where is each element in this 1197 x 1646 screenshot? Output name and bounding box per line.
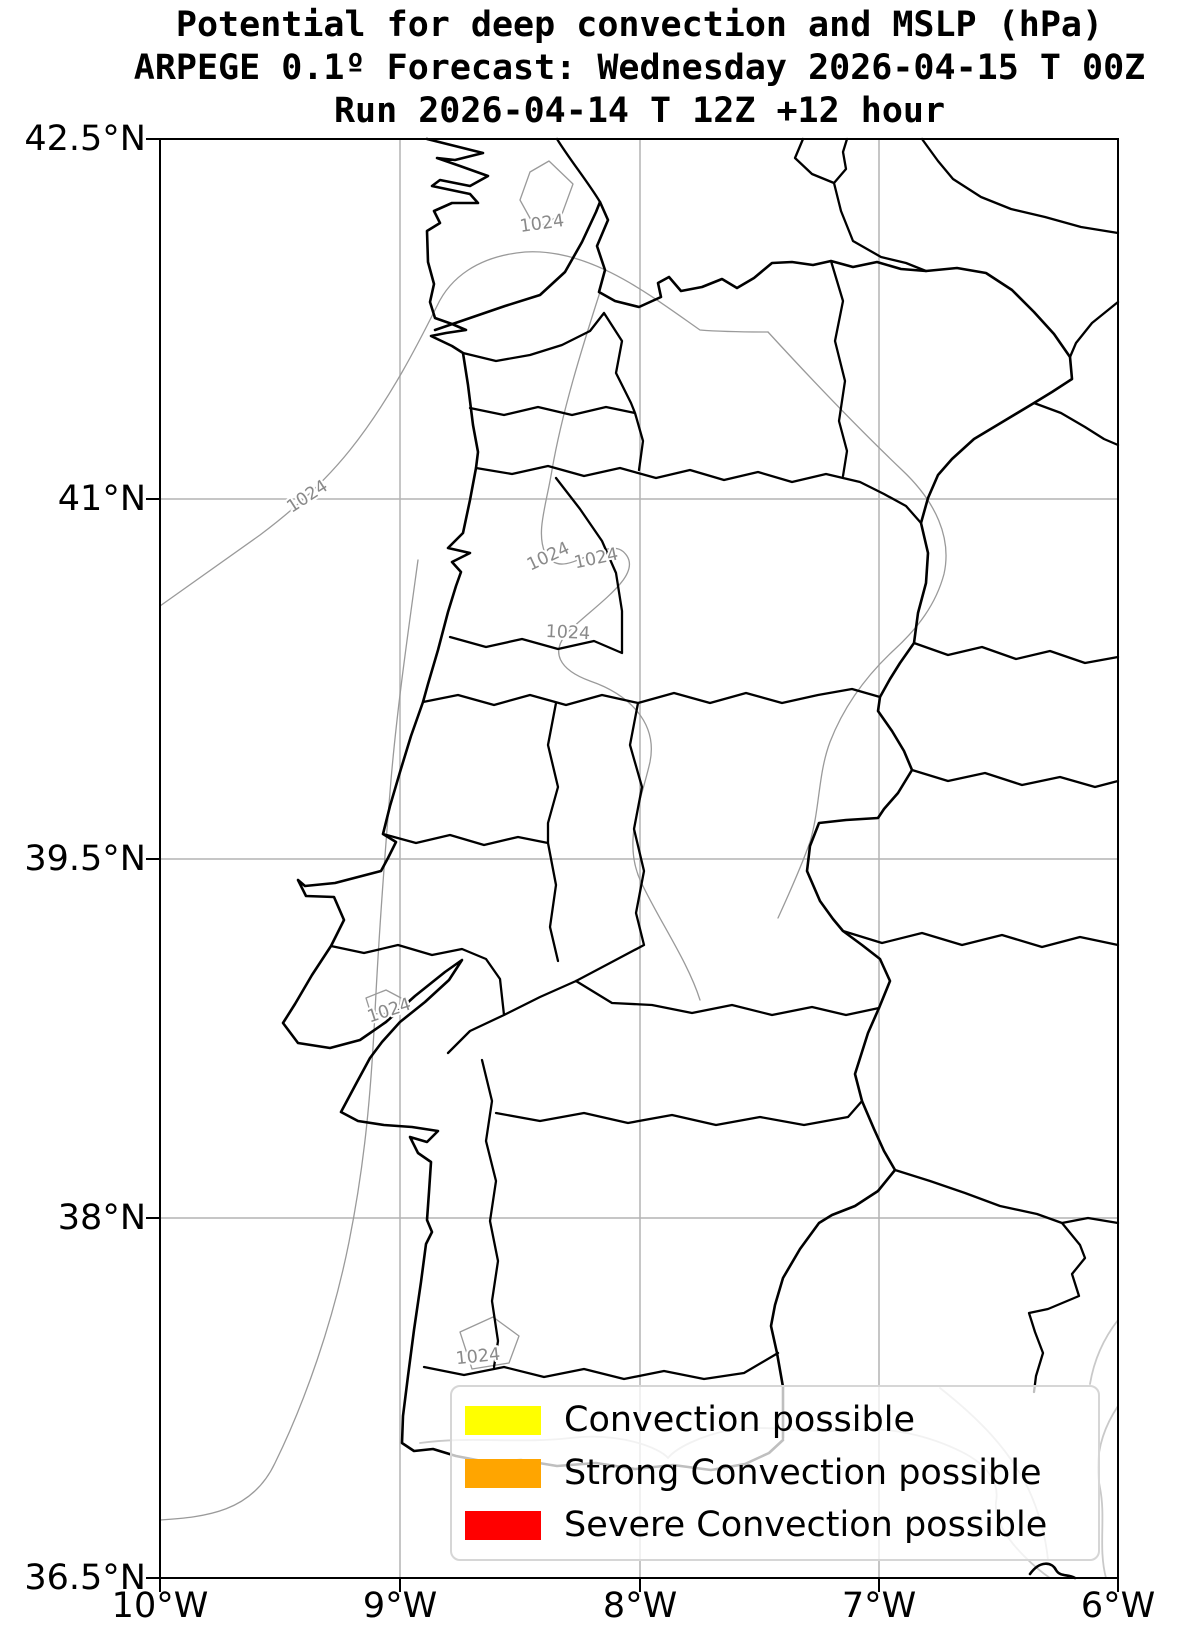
isobar-label: 1024 xyxy=(283,476,331,517)
portugal-district-borders xyxy=(329,259,923,1381)
legend-swatch-orange xyxy=(465,1458,541,1488)
portugal-coastline xyxy=(281,137,785,1472)
y-tick-41n: 41°N xyxy=(57,479,146,519)
figure-title: Potential for deep convection and MSLP (… xyxy=(41,4,1197,133)
isobar-label: 1024 xyxy=(572,545,620,574)
legend-row-strong-convection: Strong Convection possible xyxy=(452,1454,1098,1493)
axis-tick-marks xyxy=(146,138,1119,1592)
portugal-spain-border xyxy=(433,200,1074,1440)
y-tick-42-5n: 42.5°N xyxy=(24,119,146,159)
isobar-label: 1024 xyxy=(545,622,591,644)
spain-province-borders xyxy=(555,137,1120,1394)
isobar-label: 1024 xyxy=(365,995,414,1028)
y-tick-38n: 38°N xyxy=(57,1198,146,1238)
y-tick-36-5n: 36.5°N xyxy=(24,1558,146,1598)
legend-label-severe-convection: Severe Convection possible xyxy=(564,1505,1048,1546)
legend-row-severe-convection: Severe Convection possible xyxy=(452,1506,1098,1545)
x-tick-9w: 9°W xyxy=(362,1586,438,1626)
gibraltar-coast-fragment xyxy=(1028,1562,1077,1580)
isobar-contours-1024 xyxy=(159,160,947,1521)
title-line-1: Potential for deep convection and MSLP (… xyxy=(175,5,1104,45)
x-tick-10w: 10°W xyxy=(111,1586,209,1626)
title-line-2: ARPEGE 0.1º Forecast: Wednesday 2026-04-… xyxy=(133,48,1146,88)
legend: Convection possible Strong Convection po… xyxy=(450,1385,1100,1561)
isobar-label: 1024 xyxy=(524,538,573,575)
isobar-label: 1024 xyxy=(519,211,566,237)
x-tick-8w: 8°W xyxy=(602,1586,678,1626)
title-line-3: Run 2026-04-14 T 12Z +12 hour xyxy=(333,91,946,131)
isobar-labels: 1024 1024 1024 1024 1024 1024 1024 xyxy=(281,209,622,1371)
legend-label-strong-convection: Strong Convection possible xyxy=(564,1452,1042,1493)
x-tick-6w: 6°W xyxy=(1080,1586,1156,1626)
legend-row-convection: Convection possible xyxy=(452,1401,1098,1440)
y-tick-39-5n: 39.5°N xyxy=(24,839,146,879)
legend-label-convection: Convection possible xyxy=(564,1400,915,1441)
legend-swatch-red xyxy=(465,1511,541,1541)
grid-lines xyxy=(160,139,1118,1578)
legend-swatch-yellow xyxy=(465,1405,541,1435)
x-tick-7w: 7°W xyxy=(841,1586,917,1626)
